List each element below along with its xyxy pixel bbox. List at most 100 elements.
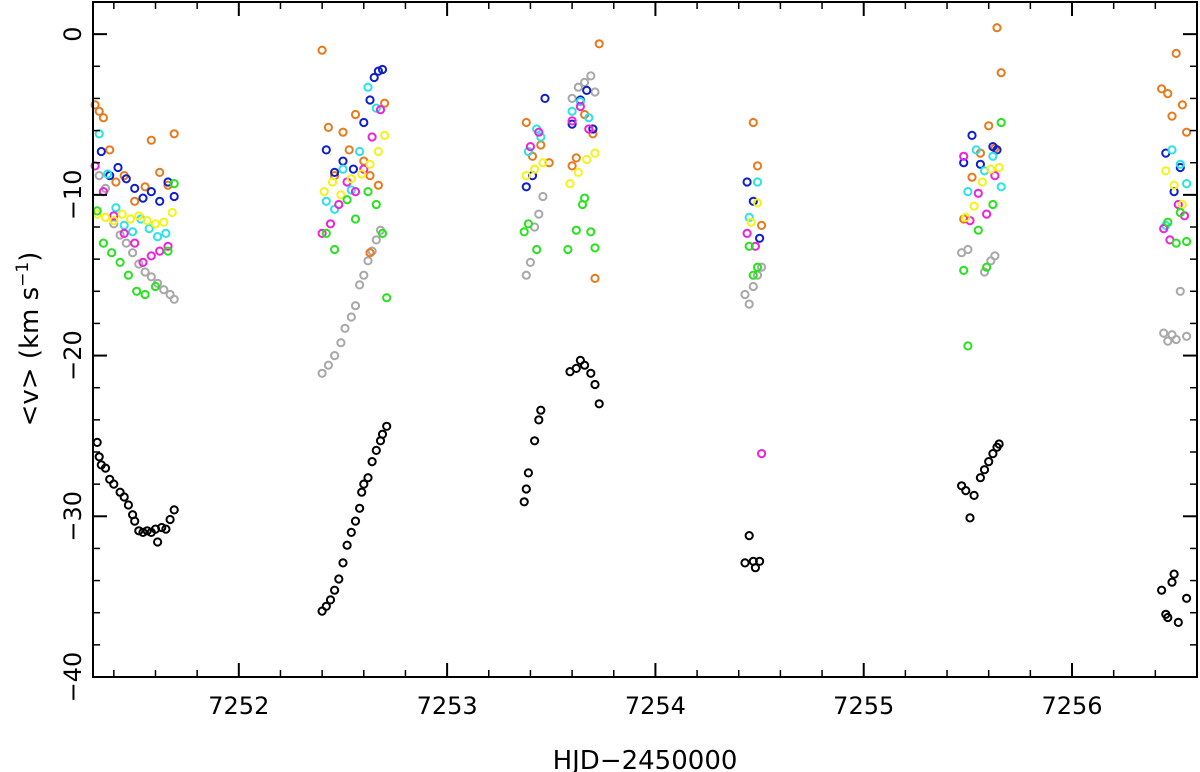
- data-point: [530, 436, 540, 446]
- data-point: [115, 257, 125, 267]
- data-point: [321, 196, 331, 206]
- data-point: [567, 116, 577, 126]
- data-point: [155, 196, 165, 206]
- data-point: [363, 82, 373, 92]
- data-point: [382, 421, 392, 431]
- data-point: [959, 151, 969, 161]
- data-point: [969, 490, 979, 500]
- data-point: [165, 514, 175, 525]
- data-point: [377, 429, 388, 439]
- data-point: [1163, 217, 1173, 227]
- data-point: [740, 558, 750, 568]
- y-tick-label: −30: [59, 491, 87, 542]
- data-point: [975, 473, 986, 483]
- data-point: [169, 191, 179, 202]
- data-point: [117, 209, 127, 219]
- data-point: [1159, 224, 1169, 234]
- data-point: [371, 103, 381, 113]
- data-point: [977, 177, 988, 187]
- data-point: [590, 148, 600, 158]
- data-point: [744, 531, 754, 541]
- data-point: [1182, 593, 1192, 603]
- data-point: [961, 212, 971, 222]
- data-point: [355, 503, 365, 513]
- data-point: [330, 167, 340, 177]
- data-point: [534, 127, 544, 137]
- data-point: [532, 244, 542, 255]
- data-point: [975, 159, 986, 169]
- data-point: [582, 85, 592, 96]
- data-point: [359, 164, 369, 174]
- data-point: [327, 177, 338, 187]
- data-point: [1175, 207, 1185, 218]
- data-point: [521, 270, 531, 280]
- data-point: [1163, 612, 1173, 623]
- data-point: [755, 233, 765, 243]
- data-point: [107, 248, 117, 258]
- data-point: [346, 312, 356, 322]
- data-point: [567, 106, 577, 116]
- data-point: [348, 164, 358, 174]
- data-point: [153, 537, 163, 547]
- y-tick-label: −20: [59, 330, 87, 381]
- data-point: [1182, 179, 1192, 189]
- data-point: [575, 101, 586, 112]
- x-tick-label: 7253: [417, 692, 478, 720]
- data-point: [161, 228, 171, 238]
- data-point: [757, 449, 767, 459]
- data-point: [586, 71, 596, 81]
- data-point: [128, 227, 138, 237]
- data-point: [363, 256, 373, 266]
- data-point: [365, 159, 375, 169]
- data-point: [342, 195, 352, 205]
- data-point: [132, 286, 142, 296]
- data-point: [1177, 100, 1188, 110]
- data-point: [1167, 111, 1177, 121]
- data-point: [350, 301, 361, 311]
- data-point: [130, 183, 140, 193]
- data-point: [153, 232, 163, 242]
- data-point: [103, 169, 113, 179]
- data-point: [986, 164, 996, 174]
- data-point: [757, 262, 767, 272]
- data-point: [346, 174, 356, 184]
- data-point: [350, 187, 361, 197]
- data-point: [371, 199, 381, 210]
- data-point: [1167, 145, 1177, 155]
- data-point: [959, 265, 969, 275]
- data-point: [317, 45, 327, 55]
- data-point: [357, 169, 367, 179]
- y-axis-label-main: <v> (km s: [15, 287, 45, 427]
- data-point: [752, 262, 763, 272]
- data-point: [334, 574, 344, 584]
- data-point: [359, 479, 369, 489]
- data-point: [338, 127, 348, 137]
- data-point: [365, 171, 375, 181]
- data-point: [1163, 89, 1173, 99]
- data-point: [571, 363, 581, 373]
- data-point: [536, 132, 546, 142]
- data-point: [369, 72, 379, 83]
- x-tick-label: 7254: [625, 692, 686, 720]
- data-point: [536, 405, 546, 415]
- data-point: [169, 505, 179, 515]
- data-point: [1175, 286, 1185, 296]
- data-point: [357, 487, 367, 497]
- data-point: [1159, 328, 1169, 338]
- data-point: [530, 164, 540, 174]
- data-point: [96, 146, 106, 157]
- data-point: [90, 100, 100, 110]
- data-point: [130, 516, 140, 526]
- data-point: [521, 182, 531, 192]
- y-tick-label: 0: [59, 27, 87, 42]
- data-point: [330, 585, 340, 595]
- data-point: [128, 248, 138, 258]
- data-point: [100, 212, 111, 222]
- data-point: [536, 140, 546, 150]
- data-point: [321, 601, 331, 611]
- data-point: [94, 452, 104, 462]
- data-point: [748, 117, 758, 128]
- data-point: [580, 360, 590, 370]
- data-point: [146, 135, 156, 145]
- data-point: [359, 270, 369, 280]
